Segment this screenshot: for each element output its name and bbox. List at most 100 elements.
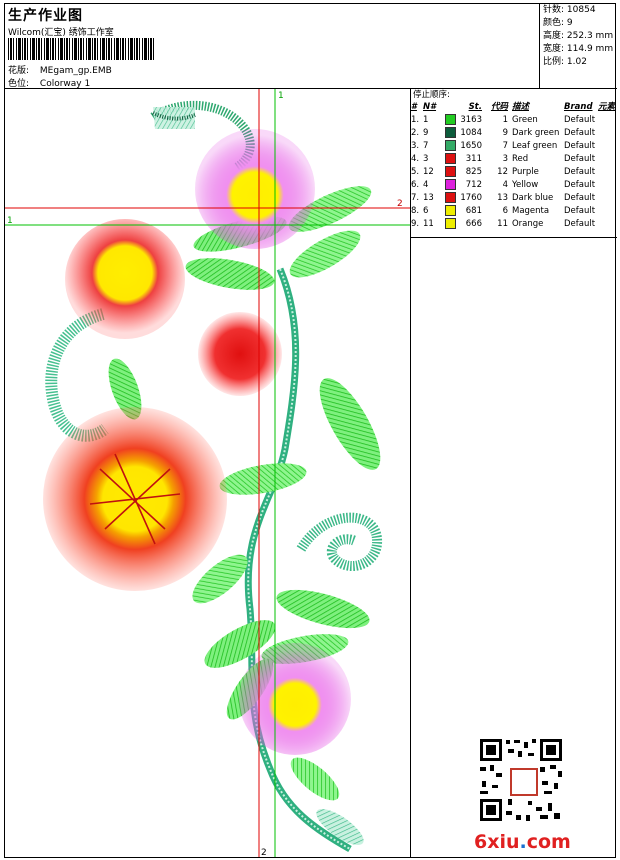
company-name: Wilcom(汇宝) 绣饰工作室	[8, 28, 114, 38]
guide-label-v1: 1	[278, 91, 284, 101]
embroidery-design-preview: 1 2 1 2	[5, 89, 411, 857]
row-brand: Default	[563, 167, 596, 177]
color-swatch	[445, 218, 456, 229]
table-row: 6. 4 712 4 Yellow Default	[411, 179, 617, 192]
row-code: 3	[502, 154, 508, 164]
row-description: Purple	[511, 167, 539, 177]
row-code: 1	[502, 115, 508, 125]
row-brand: Default	[563, 154, 596, 164]
row-code: 7	[502, 141, 508, 151]
row-description: Green	[511, 115, 538, 125]
row-stitches: 1650	[460, 141, 482, 151]
stop-sequence-title: 停止顺序:	[413, 90, 450, 100]
guide-label-h1: 1	[7, 216, 13, 226]
color-swatch	[445, 127, 456, 138]
row-index: 2.	[411, 128, 420, 138]
panel-divider	[411, 237, 617, 238]
flower-left-red	[65, 219, 185, 339]
row-index: 3.	[411, 141, 420, 151]
row-stitches: 712	[465, 180, 482, 190]
stats-block: 针数: 10854 颜色: 9 高度: 252.3 mm 宽度: 114.9 m…	[540, 4, 617, 89]
row-brand: Default	[563, 128, 596, 138]
row-code: 11	[497, 219, 508, 229]
production-sheet: 生产作业图 Wilcom(汇宝) 绣饰工作室 花版: MEgam_gp.EMB …	[4, 3, 617, 858]
row-stitches: 1760	[460, 193, 482, 203]
table-header-row: # N# St. 代码 描述 Brand 元素	[411, 102, 615, 112]
color-swatch	[445, 166, 456, 177]
barcode	[8, 38, 155, 60]
row-needle: 6	[423, 206, 429, 216]
table-row: 8. 6 681 6 Magenta Default	[411, 205, 617, 218]
page-title: 生产作业图	[8, 8, 83, 24]
row-needle: 9	[423, 128, 429, 138]
stat-width: 宽度: 114.9 mm	[543, 44, 614, 54]
row-index: 6.	[411, 180, 420, 190]
stat-stitches: 针数: 10854	[543, 5, 596, 15]
row-needle: 3	[423, 154, 429, 164]
flower-bottom-purple	[239, 643, 351, 755]
row-stitches: 3163	[460, 115, 482, 125]
flower-center-red	[198, 312, 282, 396]
embroidery-artwork: 1 2 1 2	[5, 89, 410, 857]
table-row: 9. 11 666 11 Orange Default	[411, 218, 617, 231]
design-file-line: 花版: MEgam_gp.EMB	[8, 63, 112, 76]
guide-label-h2: 2	[397, 199, 403, 209]
stat-value: 9	[566, 18, 573, 28]
row-needle: 1	[423, 115, 429, 125]
row-index: 8.	[411, 206, 420, 216]
row-brand: Default	[563, 206, 596, 216]
color-swatch	[445, 140, 456, 151]
color-swatch	[445, 114, 456, 125]
row-stitches: 666	[465, 219, 482, 229]
row-stitches: 1084	[460, 128, 482, 138]
row-code: 4	[502, 180, 508, 190]
header-block: 生产作业图 Wilcom(汇宝) 绣饰工作室 花版: MEgam_gp.EMB …	[5, 4, 540, 89]
color-swatch	[445, 179, 456, 190]
right-curl	[296, 512, 382, 572]
row-brand: Default	[563, 115, 596, 125]
stop-sequence-panel: 停止顺序: # N# St. 代码 描述 Brand 元素 1. 1 3163 1 Gr…	[411, 89, 617, 231]
color-swatch	[445, 153, 456, 164]
stat-value: 114.9 mm	[566, 44, 614, 54]
guide-label-v2: 2	[261, 848, 267, 857]
table-row: 7. 13 1760 13 Dark blue Default	[411, 192, 617, 205]
row-index: 5.	[411, 167, 420, 177]
row-brand: Default	[563, 141, 596, 151]
stat-height: 高度: 252.3 mm	[543, 31, 614, 41]
row-description: Dark blue	[511, 193, 554, 203]
row-description: Yellow	[511, 180, 539, 190]
table-row: 5. 12 825 12 Purple Default	[411, 166, 617, 179]
colorway-label: 色位:	[8, 79, 30, 89]
color-swatch	[445, 192, 456, 203]
row-needle: 12	[423, 167, 434, 177]
row-brand: Default	[563, 219, 596, 229]
stat-colors: 颜色: 9	[543, 18, 573, 28]
colorway-line: 色位: Colorway 1	[8, 76, 90, 89]
row-description: Leaf green	[511, 141, 558, 151]
qr-stamp	[510, 768, 538, 796]
row-description: Magenta	[511, 206, 550, 216]
design-file-name: MEgam_gp.EMB	[39, 66, 112, 76]
guide-lines	[5, 89, 410, 857]
table-row: 4. 3 311 3 Red Default	[411, 153, 617, 166]
row-needle: 4	[423, 180, 429, 190]
row-needle: 13	[423, 193, 434, 203]
table-row: 2. 9 1084 9 Dark green Default	[411, 127, 617, 140]
row-needle: 11	[423, 219, 434, 229]
stat-value: 252.3 mm	[566, 31, 614, 41]
row-stitches: 311	[465, 154, 482, 164]
row-index: 7.	[411, 193, 420, 203]
row-code: 6	[502, 206, 508, 216]
flowers	[43, 129, 351, 755]
row-brand: Default	[563, 180, 596, 190]
color-swatch	[445, 205, 456, 216]
row-stitches: 681	[465, 206, 482, 216]
color-sequence-table: # N# St. 代码 描述 Brand 元素 1. 1 3163 1 Green Def…	[411, 101, 617, 231]
colorway-name: Colorway 1	[39, 79, 91, 89]
stat-value: 1.02	[566, 57, 587, 67]
row-code: 13	[497, 193, 508, 203]
row-needle: 7	[423, 141, 429, 151]
stat-scale: 比例: 1.02	[543, 57, 587, 67]
row-index: 4.	[411, 154, 420, 164]
row-code: 12	[497, 167, 508, 177]
